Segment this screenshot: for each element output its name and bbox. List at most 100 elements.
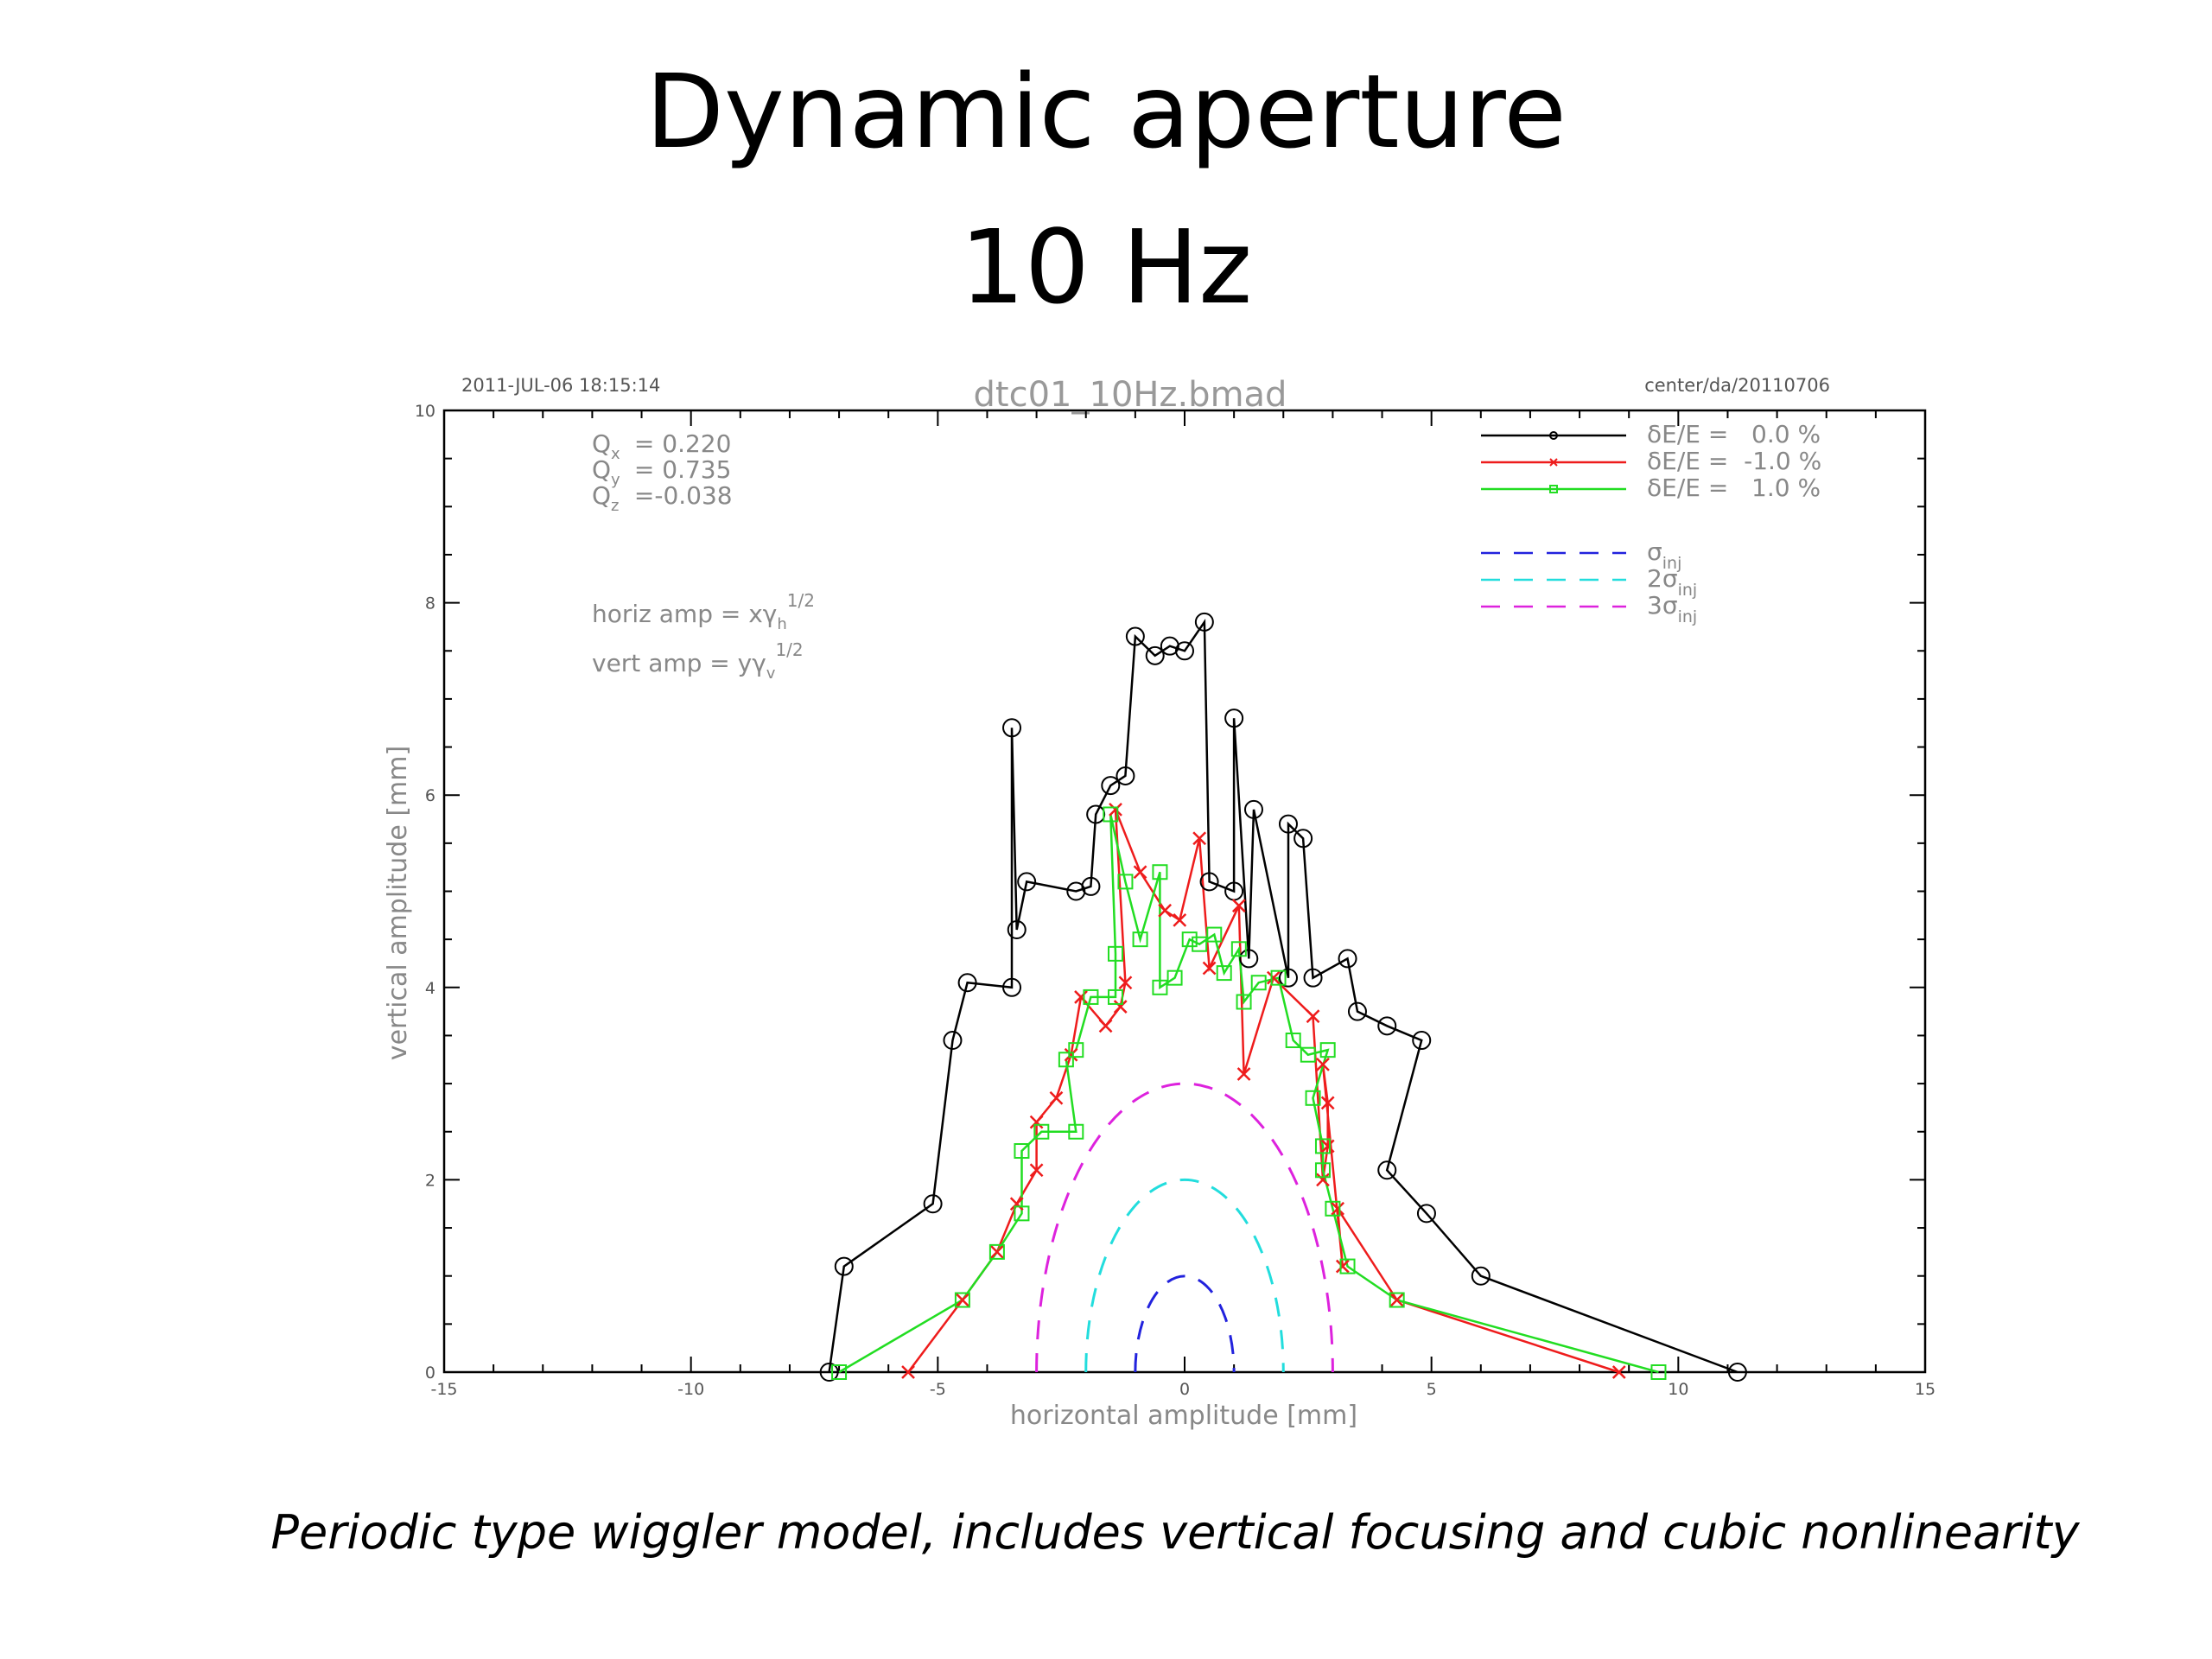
y-tick-label: 4	[425, 979, 435, 998]
data-point-x	[1202, 961, 1217, 976]
y-tick-label: 8	[425, 594, 435, 613]
data-point-x	[1320, 1139, 1335, 1154]
legend-label-0: δE/E = 0.0 %	[1647, 420, 1821, 448]
y-tick-label: 0	[425, 1363, 435, 1382]
data-point-x	[1335, 1259, 1350, 1274]
data-point-square	[1068, 1123, 1084, 1140]
data-point-circle	[1081, 876, 1101, 896]
data-point-square	[1033, 1123, 1050, 1140]
legend-marker-square	[1549, 485, 1558, 493]
data-point-square	[1339, 1258, 1356, 1274]
data-point-square	[1216, 965, 1232, 982]
data-point-x	[1118, 976, 1133, 990]
data-point-square	[1314, 1162, 1331, 1179]
data-point-circle	[1416, 1204, 1436, 1224]
data-point-circle	[1727, 1363, 1747, 1382]
data-point-x	[1064, 1047, 1078, 1062]
tune-qy: Qy = 0.735	[592, 455, 731, 489]
data-point-square	[1152, 979, 1168, 995]
data-point-square	[1314, 1138, 1331, 1154]
data-point-circle	[1101, 776, 1121, 796]
data-point-circle	[1194, 612, 1214, 632]
data-point-circle	[819, 1363, 839, 1382]
data-point-square	[1108, 945, 1124, 962]
data-point-circle	[1278, 814, 1298, 834]
data-point-circle	[943, 1031, 963, 1051]
data-point-square	[1250, 975, 1267, 991]
data-point-x	[1316, 1173, 1330, 1187]
data-point-square	[1236, 994, 1252, 1010]
data-point-x	[1192, 831, 1207, 846]
legend-label-2: δE/E = 1.0 %	[1647, 474, 1821, 502]
data-point-circle	[1377, 1160, 1397, 1180]
data-point-circle	[1243, 799, 1263, 819]
slide-title-line1: Dynamic aperture	[645, 52, 1567, 171]
x-tick-label: -15	[430, 1380, 457, 1399]
legend-label-3: σinj	[1647, 537, 1681, 573]
data-point-x	[1611, 1365, 1626, 1379]
amp-def-horiz: horiz amp = xγh1/2	[592, 590, 815, 633]
data-point-circle	[1002, 977, 1022, 997]
data-point-circle	[1007, 920, 1027, 940]
y-tick-label: 2	[425, 1171, 435, 1190]
data-point-square	[1270, 969, 1287, 986]
data-point-square	[1230, 941, 1247, 957]
data-point-circle	[1412, 1031, 1432, 1051]
data-point-square	[1389, 1292, 1405, 1308]
data-point-square	[1305, 1090, 1321, 1106]
data-point-circle	[1347, 1001, 1367, 1021]
data-point-x	[1236, 1067, 1251, 1081]
data-point-square	[1181, 931, 1198, 948]
data-point-square	[1058, 1052, 1074, 1068]
data-point-x	[1173, 913, 1187, 927]
data-point-circle	[1239, 949, 1259, 969]
data-point-x	[990, 1244, 1004, 1259]
x-tick-label: 0	[1179, 1380, 1190, 1399]
data-point-square	[1319, 1042, 1336, 1058]
data-point-square	[1117, 874, 1134, 890]
slide-caption: Periodic type wiggler model, includes ve…	[270, 1505, 2080, 1560]
data-point-circle	[1199, 872, 1219, 892]
data-point-circle	[1303, 968, 1323, 988]
data-point-circle	[923, 1194, 943, 1214]
data-point-square	[954, 1292, 970, 1308]
data-point-square	[1103, 806, 1119, 823]
data-point-x	[1049, 1090, 1064, 1105]
legend-label-1: δE/E = -1.0 %	[1647, 447, 1821, 475]
plot-frame	[442, 409, 1927, 1374]
data-point-circle	[957, 973, 977, 993]
y-tick-label: 10	[415, 402, 435, 421]
data-point-circle	[1175, 641, 1194, 661]
data-point-x	[1133, 865, 1147, 880]
data-point-circle	[1145, 645, 1165, 665]
data-point-square	[1300, 1046, 1316, 1063]
data-point-square	[1083, 988, 1099, 1005]
data-point-x	[1098, 1019, 1113, 1033]
data-point-x	[1231, 899, 1246, 913]
data-point-square	[988, 1243, 1005, 1260]
data-point-square	[1132, 931, 1148, 948]
data-point-circle	[1471, 1266, 1491, 1286]
sigma-ellipse-4	[1084, 1178, 1285, 1373]
plot-path: center/da/20110706	[1644, 375, 1830, 396]
data-point-square	[1192, 936, 1208, 952]
data-point-x	[1074, 990, 1088, 1004]
data-point-x	[1029, 1115, 1044, 1129]
data-point-square	[1014, 1143, 1030, 1160]
data-point-square	[1285, 1033, 1301, 1049]
legend-marker-circle	[1549, 431, 1558, 440]
plot-filename: dtc01_10Hz.bmad	[974, 375, 1287, 415]
x-axis-label: horizontal amplitude [mm]	[1010, 1401, 1357, 1431]
data-point-circle	[1278, 968, 1298, 988]
data-point-x	[1266, 970, 1281, 985]
data-point-x	[1320, 1096, 1335, 1110]
data-point-x	[1306, 1009, 1320, 1024]
legend-marker-x	[1549, 458, 1558, 467]
data-point-x	[1113, 1000, 1128, 1014]
data-point-square	[1108, 988, 1124, 1005]
x-tick-label: 10	[1668, 1380, 1688, 1399]
legend-label-5: 3σinj	[1647, 591, 1697, 626]
x-tick-label: 15	[1915, 1380, 1936, 1399]
series-line-1	[907, 809, 1620, 1374]
